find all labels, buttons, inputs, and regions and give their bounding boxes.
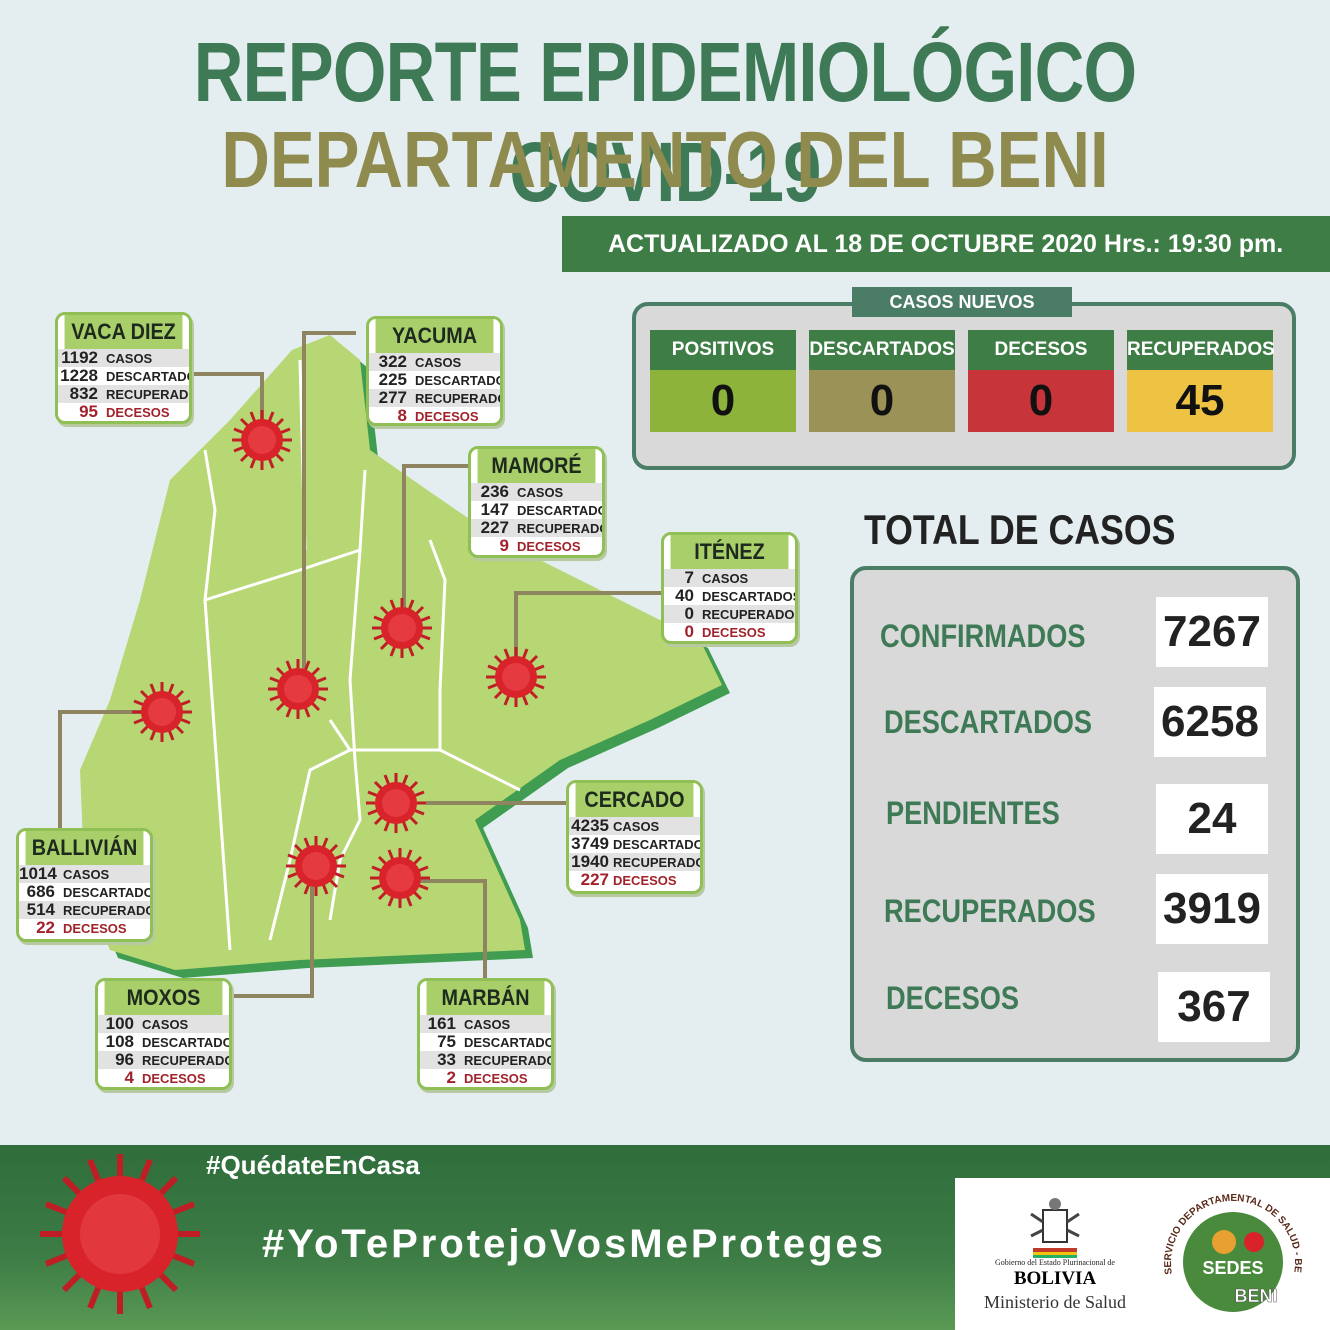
- district-descartados: 225DESCARTADOS: [378, 370, 500, 389]
- district-recuperados: 514RECUPERADOS: [19, 901, 150, 919]
- district-name: CERCADO: [575, 783, 694, 817]
- district-descartados: 3749 DESCARTADOS: [571, 834, 703, 853]
- district-descartados: 108 DESCARTADOS: [105, 1032, 232, 1051]
- total-label-decesos: DECESOS: [886, 980, 1020, 1016]
- sedes-name: SEDES: [1202, 1258, 1263, 1278]
- district-name: VACA DIEZ: [64, 315, 183, 349]
- virus-icon: [230, 408, 294, 472]
- district-decesos: 9 DECESOS: [499, 536, 581, 555]
- district-card-ballivian: BALLIVIÁN 1014 CASOS 686 DESCARTADOS 514 RE…: [16, 828, 153, 942]
- total-value-pendientes: 24: [1156, 784, 1268, 854]
- district-name: YACUMA: [375, 319, 494, 353]
- virus-icon: [40, 1154, 200, 1314]
- new-value: 0: [809, 370, 955, 432]
- district-decesos: 95 DECESOS: [79, 402, 170, 421]
- new-label: POSITIVOS: [650, 330, 796, 370]
- new-positivos: POSITIVOS 0: [650, 330, 796, 432]
- district-recuperados: 227RECUPERADOS: [471, 519, 602, 537]
- total-value-decesos: 367: [1158, 972, 1270, 1042]
- page-subtitle: DEPARTAMENTO DEL BENI: [221, 115, 1109, 204]
- district-casos: 161 CASOS: [420, 1015, 551, 1033]
- district-name: MOXOS: [104, 981, 223, 1015]
- district-name: ITÉNEZ: [670, 535, 789, 569]
- district-decesos: 4 DECESOS: [124, 1068, 206, 1087]
- new-recuperados: RECUPERADOS 45: [1127, 330, 1275, 432]
- new-value: 0: [968, 370, 1114, 432]
- district-recuperados: 0 RECUPERADOS: [664, 605, 795, 623]
- new-decesos: DECESOS 0: [968, 330, 1114, 432]
- district-name: MAMORÉ: [477, 449, 596, 483]
- new-value: 45: [1127, 370, 1273, 432]
- district-descartados: 40 DESCARTADOS: [675, 586, 798, 605]
- virus-icon: [370, 596, 434, 660]
- district-descartados: 75 DESCARTADOS: [437, 1032, 554, 1051]
- total-label-confirmados: CONFIRMADOS: [880, 618, 1086, 654]
- gov-ministry: Ministerio de Salud: [984, 1292, 1126, 1312]
- district-recuperados: 277RECUPERADOS: [369, 389, 500, 407]
- district-descartados: 147DESCARTADOS: [480, 500, 602, 519]
- district-casos: 4235 CASOS: [569, 817, 700, 835]
- district-recuperados: 832RECUPERADOS: [58, 385, 189, 403]
- district-casos: 7 CASOS: [664, 569, 795, 587]
- district-decesos: 22 DECESOS: [36, 918, 127, 937]
- district-card-moxos: MOXOS 100 CASOS 108 DESCARTADOS 96 RECUPERA…: [95, 978, 232, 1090]
- total-label-recuperados: RECUPERADOS: [884, 893, 1096, 929]
- new-cases-title: CASOS NUEVOS: [852, 287, 1072, 317]
- total-value-confirmados: 7267: [1156, 597, 1268, 667]
- update-banner: ACTUALIZADO AL 18 DE OCTUBRE 2020 Hrs.: …: [562, 216, 1330, 272]
- district-decesos: 0 DECESOS: [684, 622, 766, 641]
- district-card-marban: MARBÁN 161 CASOS 75 DESCARTADOS 33 RECUPERA…: [417, 978, 554, 1090]
- total-value-descartados: 6258: [1154, 687, 1266, 757]
- hashtag-protejo: #YoTeProtejoVosMeProteges: [262, 1222, 887, 1266]
- total-title: TOTAL DE CASOS: [864, 506, 1176, 553]
- district-casos: 100 CASOS: [98, 1015, 229, 1033]
- new-descartados: DESCARTADOS 0: [809, 330, 955, 432]
- district-decesos: 227 DECESOS: [580, 870, 677, 889]
- district-name: MARBÁN: [426, 981, 545, 1015]
- new-label: DESCARTADOS: [809, 330, 955, 370]
- total-label-pendientes: PENDIENTES: [886, 795, 1060, 831]
- district-name: BALLIVIÁN: [25, 831, 144, 865]
- virus-icon: [266, 657, 330, 721]
- new-value: 0: [650, 370, 796, 432]
- virus-icon: [368, 846, 432, 910]
- bolivia-coat-of-arms-icon: [1030, 1198, 1080, 1258]
- total-label-descartados: DESCARTADOS: [884, 704, 1093, 740]
- virus-icon: [284, 834, 348, 898]
- district-card-cercado: CERCADO 4235 CASOS 3749 DESCARTADOS 1940 RE…: [566, 780, 703, 894]
- virus-icon: [484, 645, 548, 709]
- district-recuperados: 33RECUPERADOS: [420, 1051, 551, 1069]
- sedes-logo: SERVICIO DEPARTAMENTAL DE SALUD - BENI S…: [1154, 1182, 1303, 1312]
- district-recuperados: 1940RECUPERADOS: [569, 853, 700, 871]
- district-casos: 1014 CASOS: [19, 865, 150, 883]
- virus-icon: [130, 680, 194, 744]
- gov-country: BOLIVIA: [1013, 1268, 1097, 1289]
- district-recuperados: 96RECUPERADOS: [98, 1051, 229, 1069]
- sedes-place: BENI: [1234, 1286, 1277, 1306]
- total-value-recuperados: 3919: [1156, 874, 1268, 944]
- gov-line: Gobierno del Estado Plurinacional de: [995, 1258, 1115, 1267]
- new-label: RECUPERADOS: [1127, 330, 1275, 370]
- district-decesos: 2 DECESOS: [446, 1068, 528, 1087]
- district-casos: 322 CASOS: [369, 353, 500, 371]
- new-label: DECESOS: [968, 330, 1114, 370]
- district-decesos: 8 DECESOS: [397, 406, 479, 425]
- district-casos: 236 CASOS: [471, 483, 602, 501]
- hashtag-quedate: #QuédateEnCasa: [206, 1150, 420, 1180]
- virus-icon: [364, 771, 428, 835]
- district-card-itenez: ITÉNEZ 7 CASOS 40 DESCARTADOS 0 RECUPERADOS…: [661, 532, 798, 644]
- district-descartados: 686 DESCARTADOS: [26, 882, 153, 901]
- district-casos: 1192 CASOS: [58, 349, 189, 367]
- page-title: REPORTE EPIDEMIOLÓGICO COVID-19: [193, 25, 1137, 219]
- district-descartados: 1228DESCARTADOS: [60, 366, 189, 385]
